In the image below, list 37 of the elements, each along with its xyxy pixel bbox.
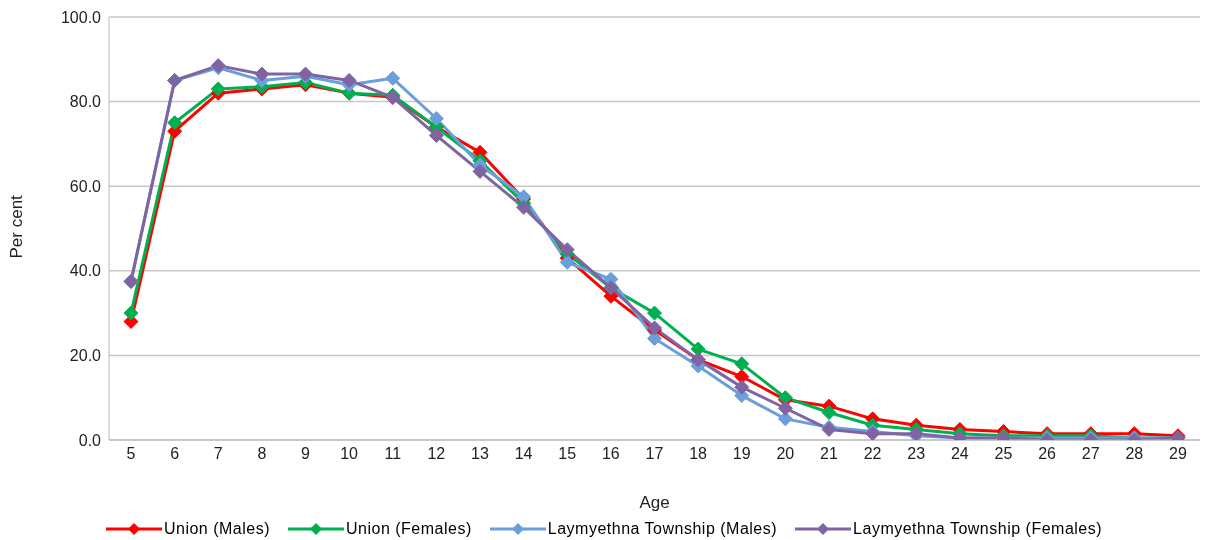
x-tick-label: 27 — [1081, 445, 1100, 463]
legend-label: Union (Males) — [163, 520, 271, 538]
x-tick-label: 21 — [820, 445, 838, 463]
y-tick-label: 0.0 — [78, 431, 102, 449]
x-tick-label: 10 — [340, 445, 359, 463]
y-tick-label: 40.0 — [69, 262, 102, 280]
legend-label: Laymyethna Township (Females) — [853, 520, 1103, 538]
x-tick-label: 6 — [170, 445, 180, 463]
x-tick-label: 25 — [994, 445, 1013, 463]
x-tick-label: 26 — [1038, 445, 1057, 463]
x-tick-label: 28 — [1125, 445, 1144, 463]
x-tick-label: 7 — [213, 445, 223, 463]
y-tick-label: 60.0 — [69, 177, 102, 195]
y-tick-label: 20.0 — [69, 347, 102, 365]
y-tick-label: 100.0 — [60, 8, 102, 26]
x-tick-label: 17 — [645, 445, 664, 463]
x-tick-label: 24 — [950, 445, 969, 463]
x-tick-label: 18 — [689, 445, 708, 463]
x-tick-label: 16 — [601, 445, 620, 463]
x-tick-label: 14 — [514, 445, 533, 463]
legend-label: Union (Females) — [346, 520, 472, 538]
x-axis-title: Age — [639, 493, 670, 512]
x-tick-label: 23 — [907, 445, 926, 463]
x-tick-label: 11 — [384, 445, 402, 463]
x-tick-label: 9 — [301, 445, 311, 463]
y-axis-title: Per cent — [7, 194, 27, 259]
x-tick-label: 12 — [427, 445, 446, 463]
x-tick-label: 5 — [126, 445, 136, 463]
y-tick-label: 80.0 — [69, 93, 102, 111]
x-tick-label: 22 — [863, 445, 882, 463]
x-tick-label: 19 — [732, 445, 751, 463]
x-tick-label: 29 — [1169, 445, 1187, 463]
x-tick-label: 20 — [776, 445, 795, 463]
x-tick-label: 13 — [471, 445, 489, 463]
x-tick-label: 8 — [257, 445, 267, 463]
x-tick-label: 15 — [558, 445, 577, 463]
legend-label: Laymyethna Township (Males) — [547, 520, 778, 538]
